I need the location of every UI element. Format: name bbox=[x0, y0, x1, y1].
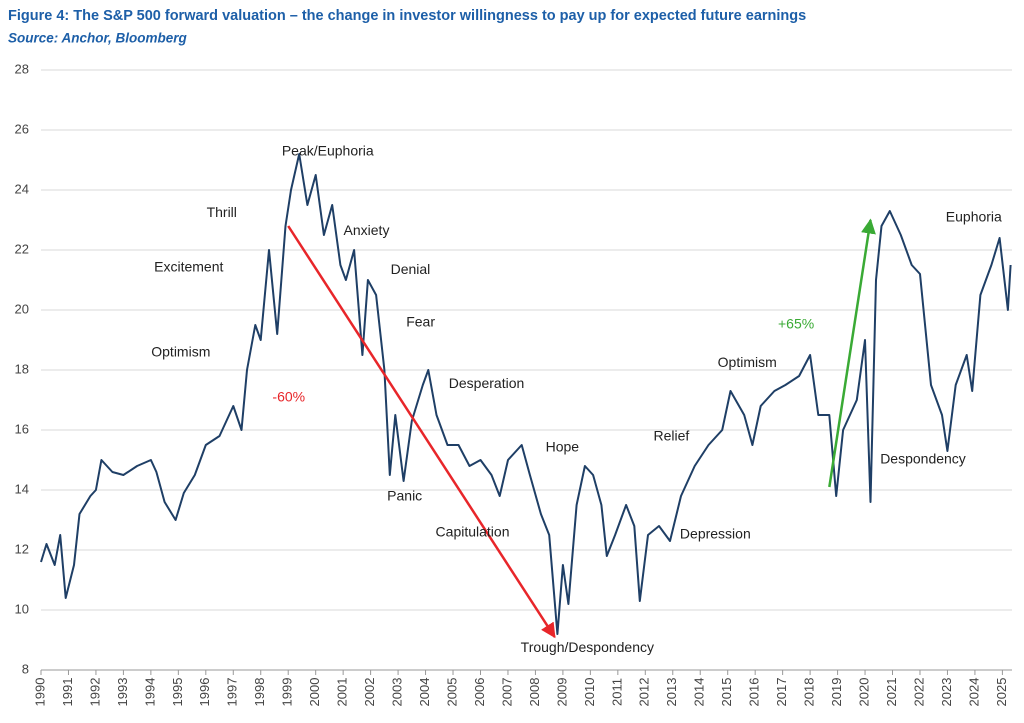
annotation: Optimism bbox=[718, 354, 777, 370]
valuation-line bbox=[40, 153, 1012, 635]
chart-subtitle: Source: Anchor, Bloomberg bbox=[8, 31, 188, 46]
x-tick-label: 2012 bbox=[637, 678, 652, 707]
annotation: -60% bbox=[272, 389, 305, 405]
annotation: Euphoria bbox=[946, 209, 1002, 225]
x-tick-label: 2006 bbox=[472, 678, 487, 707]
x-tick-label: 1990 bbox=[32, 678, 47, 707]
annotation: Fear bbox=[406, 314, 435, 330]
x-tick-label: 2023 bbox=[939, 678, 954, 707]
y-tick-label: 10 bbox=[15, 601, 29, 616]
x-tick-label: 1993 bbox=[115, 678, 130, 707]
annotation: Trough/Despondency bbox=[521, 639, 654, 655]
x-tick-label: 2016 bbox=[747, 678, 762, 707]
x-tick-label: 2011 bbox=[609, 678, 624, 706]
x-tick-label: 2009 bbox=[554, 678, 569, 707]
x-tick-label: 1997 bbox=[225, 678, 240, 707]
x-tick-label: 2019 bbox=[829, 678, 844, 707]
x-tick-label: 1992 bbox=[87, 678, 102, 707]
x-tick-label: 2013 bbox=[664, 678, 679, 707]
annotation: +65% bbox=[778, 316, 814, 332]
y-tick-label: 22 bbox=[15, 241, 29, 256]
x-tick-label: 2015 bbox=[719, 678, 734, 707]
x-tick-label: 2003 bbox=[390, 678, 405, 707]
x-tick-label: 2010 bbox=[582, 678, 597, 707]
annotation: Thrill bbox=[207, 204, 237, 220]
annotation: Panic bbox=[387, 488, 422, 504]
x-tick-label: 2022 bbox=[911, 678, 926, 707]
annotation: Desperation bbox=[449, 375, 525, 391]
annotation: Optimism bbox=[151, 344, 210, 360]
y-tick-label: 26 bbox=[15, 121, 29, 136]
x-tick-label: 1998 bbox=[252, 678, 267, 707]
x-tick-label: 2005 bbox=[444, 678, 459, 707]
x-tick-label: 2008 bbox=[527, 678, 542, 707]
annotation: Hope bbox=[546, 439, 580, 455]
y-tick-label: 20 bbox=[15, 301, 29, 316]
y-tick-label: 8 bbox=[22, 661, 29, 676]
x-tick-label: 2001 bbox=[335, 678, 350, 707]
y-tick-label: 28 bbox=[15, 61, 29, 76]
annotation: Despondency bbox=[880, 451, 966, 467]
annotation: Anxiety bbox=[344, 222, 390, 238]
x-tick-label: 1994 bbox=[142, 678, 157, 707]
y-tick-label: 24 bbox=[15, 181, 29, 196]
annotation: Relief bbox=[653, 428, 689, 444]
annotation: Depression bbox=[680, 526, 751, 542]
x-tick-label: 1991 bbox=[60, 678, 75, 707]
x-tick-label: 1996 bbox=[197, 678, 212, 707]
annotation: Capitulation bbox=[436, 524, 510, 540]
annotation: Denial bbox=[391, 261, 431, 277]
x-tick-label: 1999 bbox=[280, 678, 295, 707]
annotation: Peak/Euphoria bbox=[282, 143, 374, 159]
x-tick-label: 2002 bbox=[362, 678, 377, 707]
y-tick-label: 18 bbox=[15, 361, 29, 376]
annotation: Excitement bbox=[154, 259, 223, 275]
trend-arrow bbox=[828, 218, 876, 488]
y-tick-label: 16 bbox=[15, 421, 29, 436]
x-tick-label: 2000 bbox=[307, 678, 322, 707]
x-tick-label: 2020 bbox=[856, 678, 871, 707]
x-tick-label: 1995 bbox=[170, 678, 185, 707]
y-tick-label: 12 bbox=[15, 541, 29, 556]
y-tick-label: 14 bbox=[15, 481, 29, 496]
x-tick-label: 2021 bbox=[884, 678, 899, 707]
x-tick-label: 2024 bbox=[966, 678, 981, 707]
x-tick-label: 2017 bbox=[774, 678, 789, 707]
x-tick-label: 2025 bbox=[994, 678, 1009, 707]
chart-title: Figure 4: The S&P 500 forward valuation … bbox=[8, 8, 806, 24]
trend-arrow bbox=[287, 225, 556, 639]
x-tick-label: 2014 bbox=[692, 678, 707, 707]
x-tick-label: 2018 bbox=[802, 678, 817, 707]
x-tick-label: 2007 bbox=[499, 678, 514, 707]
x-tick-label: 2004 bbox=[417, 678, 432, 707]
